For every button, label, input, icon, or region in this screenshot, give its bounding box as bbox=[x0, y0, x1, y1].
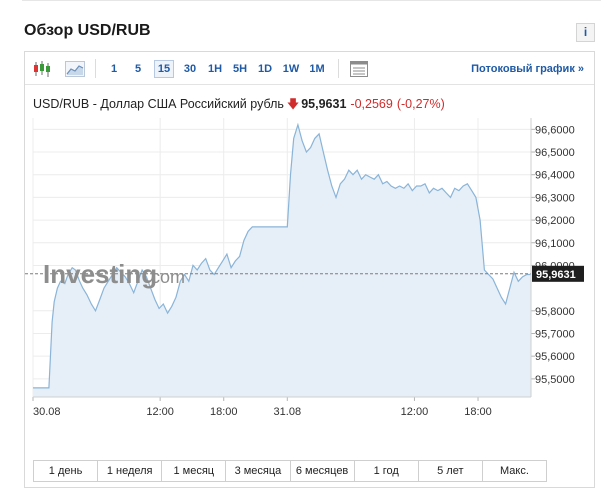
timeframe-30[interactable]: 30 bbox=[183, 63, 197, 75]
y-tick-label: 95,5000 bbox=[535, 374, 575, 386]
price-area bbox=[33, 124, 531, 398]
last-price: 95,9631 bbox=[301, 97, 347, 111]
table-view-icon[interactable] bbox=[349, 59, 369, 78]
timeframe-1d[interactable]: 1D bbox=[257, 63, 273, 75]
investing-watermark: Investing .com bbox=[43, 259, 185, 289]
price-line bbox=[33, 122, 531, 389]
x-tick-label: 18:00 bbox=[464, 406, 492, 418]
y-tick-label: 95,8000 bbox=[535, 306, 575, 318]
price-change: -0,2569 bbox=[350, 97, 393, 111]
price-change-percent: (-0,27%) bbox=[396, 97, 445, 111]
y-tick-label: 96,1000 bbox=[535, 238, 575, 250]
info-button[interactable]: i bbox=[576, 23, 595, 42]
quote-line: USD/RUB - Доллар США Российский рубль 🡇 95… bbox=[33, 95, 445, 116]
y-tick-label: 96,4000 bbox=[535, 170, 575, 182]
range-1-year[interactable]: 1 год bbox=[354, 461, 419, 481]
last-price-badge-bg bbox=[532, 265, 584, 282]
x-tick-label: 12:00 bbox=[401, 406, 429, 418]
y-tick-label: 96,5000 bbox=[535, 147, 575, 159]
y-tick-label: 95,6000 bbox=[535, 351, 575, 363]
timeframe-1[interactable]: 1 bbox=[110, 63, 118, 75]
price-chart[interactable]: 96,6000 96,5000 96,4000 96,3000 96,2000 96,10… bbox=[25, 115, 594, 455]
timeframe-15[interactable]: 15 bbox=[154, 60, 174, 78]
y-tick-label: 96,3000 bbox=[535, 192, 575, 204]
price-chart-svg: 96,6000 96,5000 96,4000 96,3000 96,2000 96,10… bbox=[25, 118, 584, 418]
range-max[interactable]: Макс. bbox=[482, 461, 546, 481]
toolbar-separator bbox=[338, 59, 339, 78]
range-6-months[interactable]: 6 месяцев bbox=[290, 461, 355, 481]
y-tick-label: 95,7000 bbox=[535, 328, 575, 340]
range-3-months[interactable]: 3 месяца bbox=[226, 461, 291, 481]
page-title: Обзор USD/RUB bbox=[24, 22, 151, 39]
last-price-badge-label: 95,9631 bbox=[536, 269, 576, 281]
chart-widget: 1 5 15 30 1H 5H 1D 1W 1M Потоковый графи… bbox=[24, 51, 595, 488]
range-5-years[interactable]: 5 лет bbox=[418, 461, 483, 481]
range-1-day[interactable]: 1 день bbox=[34, 461, 99, 481]
x-tick-label: 18:00 bbox=[210, 406, 238, 418]
candlestick-chart-icon[interactable] bbox=[32, 59, 52, 78]
timeframe-1w[interactable]: 1W bbox=[282, 63, 300, 75]
y-tick-label: 96,2000 bbox=[535, 215, 575, 227]
range-1-week[interactable]: 1 неделя bbox=[98, 461, 163, 481]
arrow-down-icon: 🡇 bbox=[286, 97, 300, 111]
x-tick-label: 31.08 bbox=[274, 406, 302, 418]
range-1-month[interactable]: 1 месяц bbox=[162, 461, 227, 481]
instrument-name: USD/RUB - Доллар США Российский рубль bbox=[33, 97, 284, 111]
range-selector: 1 день 1 неделя 1 месяц 3 месяца 6 месяц… bbox=[33, 460, 547, 482]
timeframe-5[interactable]: 5 bbox=[134, 63, 142, 75]
timeframe-1h[interactable]: 1H bbox=[207, 63, 223, 75]
area-chart-icon[interactable] bbox=[64, 59, 86, 78]
y-axis-ticks: 96,6000 96,5000 96,4000 96,3000 96,2000 96,10… bbox=[530, 118, 575, 397]
y-tick-label: 96,6000 bbox=[535, 124, 575, 136]
top-divider bbox=[22, 0, 601, 1]
x-tick-label: 12:00 bbox=[146, 406, 174, 418]
x-tick-label: 30.08 bbox=[33, 406, 61, 418]
chart-toolbar: 1 5 15 30 1H 5H 1D 1W 1M Потоковый графи… bbox=[25, 52, 594, 85]
toolbar-separator bbox=[95, 59, 96, 78]
x-axis-ticks: 30.08 12:00 18:00 31.08 12:00 18:00 bbox=[32, 396, 531, 418]
watermark-suffix: .com bbox=[146, 267, 185, 287]
last-price-badge: 95,9631 bbox=[532, 265, 584, 282]
watermark-brand: Investing bbox=[43, 259, 157, 289]
timeframe-1m[interactable]: 1M bbox=[309, 63, 325, 75]
streaming-chart-link[interactable]: Потоковый график » bbox=[471, 63, 584, 75]
timeframe-5h[interactable]: 5H bbox=[232, 63, 248, 75]
